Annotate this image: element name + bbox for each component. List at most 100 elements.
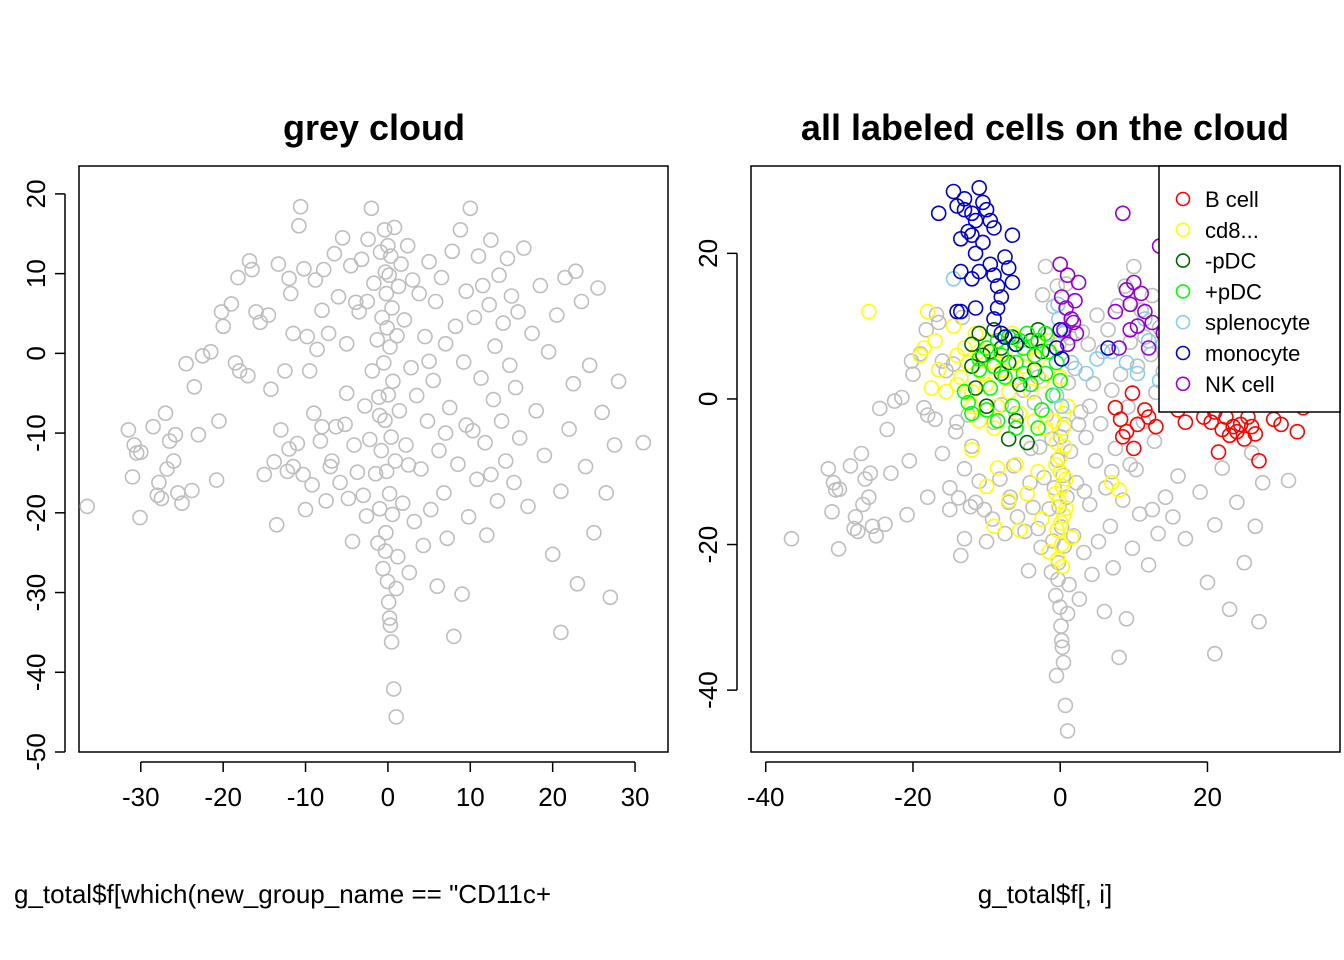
right-point-splenocyte <box>1048 387 1065 404</box>
left-point-cloud <box>528 402 545 419</box>
right-point-monocyte <box>971 180 988 196</box>
right-point-cloud <box>964 438 980 455</box>
right-point-nk-cell <box>1122 296 1138 313</box>
right-point-splenocyte <box>1078 365 1094 382</box>
left-plot-frame <box>78 165 669 753</box>
left-point-cloud <box>291 218 307 234</box>
right-point-cloud <box>984 511 1001 527</box>
left-point-cloud <box>506 474 522 491</box>
left-point-cloud <box>478 527 495 543</box>
left-y-tick-label: -20 <box>21 494 51 532</box>
right-point-pdc <box>964 336 980 353</box>
right-point-b-cell <box>1289 423 1306 440</box>
left-point-cloud <box>421 253 437 270</box>
right-point-cloud <box>1150 525 1166 542</box>
right-point-cloud <box>1073 404 1089 420</box>
right-point-cloud <box>947 423 964 440</box>
right-x-axis: -40 -20 0 20 <box>747 761 1222 812</box>
right-point-pdc <box>975 347 991 364</box>
left-point-cloud <box>312 433 329 449</box>
right-y-tick-label: 20 <box>693 239 723 268</box>
left-point-cloud <box>383 429 400 445</box>
left-point-cloud <box>470 248 487 264</box>
right-point-pdc <box>1015 340 1032 356</box>
left-point-cloud <box>260 307 277 323</box>
right-point-monocyte <box>993 289 1010 305</box>
left-y-tick-label: 10 <box>21 259 51 288</box>
left-point-cloud <box>567 263 584 280</box>
left-point-cloud <box>544 546 561 563</box>
left-point-cloud <box>590 280 606 296</box>
right-point-cloud <box>1165 509 1181 525</box>
right-point-cloud <box>783 530 800 547</box>
left-point-cloud <box>215 318 231 335</box>
left-point-cloud <box>520 498 536 515</box>
right-point-cd8 <box>1030 351 1046 367</box>
right-point-nk-cell <box>1065 314 1082 331</box>
right-point-pdc <box>956 383 973 400</box>
left-point-cloud <box>401 564 418 581</box>
left-point-cloud <box>447 318 464 335</box>
right-point-nk-cell <box>1126 274 1142 291</box>
left-point-cloud <box>489 493 506 509</box>
right-point-cloud <box>1177 530 1194 547</box>
right-point-cloud <box>1120 399 1136 415</box>
right-point-cloud <box>1192 484 1208 500</box>
right-point-cd8 <box>919 303 936 320</box>
legend-label: splenocyte <box>1205 310 1310 335</box>
left-point-cloud <box>326 245 343 262</box>
right-point-cloud <box>945 356 962 372</box>
left-point-cloud <box>458 417 475 433</box>
left-point-cloud <box>285 458 302 475</box>
right-point-cloud <box>830 541 847 557</box>
left-point-cloud <box>474 277 491 294</box>
left-point-cloud <box>565 375 582 392</box>
left-point-cloud <box>227 355 244 371</box>
right-point-cd8 <box>964 442 980 458</box>
right-point-pdc <box>1052 372 1068 389</box>
right-point-cd8 <box>1041 543 1057 560</box>
right-point-monocyte <box>952 263 969 280</box>
right-point-cloud <box>949 414 965 431</box>
left-point-cloud <box>382 617 399 634</box>
left-point-cloud <box>406 513 423 530</box>
left-x-tick-label: 0 <box>381 782 395 812</box>
right-point-monocyte <box>986 267 1002 284</box>
right-point-cloud <box>1081 398 1098 415</box>
right-point-cd8 <box>986 518 1002 535</box>
right-point-cloud <box>1236 554 1253 571</box>
left-point-cloud <box>295 466 311 483</box>
legend-marker <box>1175 222 1191 238</box>
left-point-cloud <box>353 251 370 268</box>
right-point-cd8 <box>982 332 999 349</box>
right-point-cd8 <box>967 325 984 342</box>
right-point-cloud <box>1115 492 1131 508</box>
right-point-b-cell <box>1148 418 1164 435</box>
right-point-cloud <box>842 458 859 474</box>
right-point-splenocyte <box>1053 398 1070 415</box>
right-point-cloud <box>1034 286 1051 303</box>
left-point-cloud <box>332 474 348 491</box>
right-point-monocyte <box>952 231 969 247</box>
right-point-cloud <box>1059 723 1076 739</box>
right-point-cloud <box>919 489 936 506</box>
left-point-cloud <box>388 580 405 597</box>
left-point-cloud <box>296 260 312 277</box>
left-point-cloud <box>289 435 306 452</box>
left-point-cloud <box>375 560 391 577</box>
right-point-b-cell <box>1115 428 1131 445</box>
right-point-cloud <box>956 460 973 477</box>
right-point-cd8 <box>989 460 1006 476</box>
left-point-cloud <box>408 387 425 404</box>
right-point-cloud <box>919 407 936 423</box>
right-point-cloud <box>1054 639 1071 656</box>
left-point-cloud <box>299 328 316 345</box>
right-point-monocyte <box>997 249 1013 265</box>
left-point-cloud <box>379 319 395 336</box>
right-point-pdc <box>960 394 977 411</box>
left-x-axis: -30 -20 -10 0 10 20 30 <box>122 761 650 812</box>
left-point-cloud <box>301 363 318 379</box>
right-point-cloud <box>883 465 899 482</box>
right-point-cloud <box>976 501 993 518</box>
right-point-nk-cell <box>1052 256 1068 273</box>
